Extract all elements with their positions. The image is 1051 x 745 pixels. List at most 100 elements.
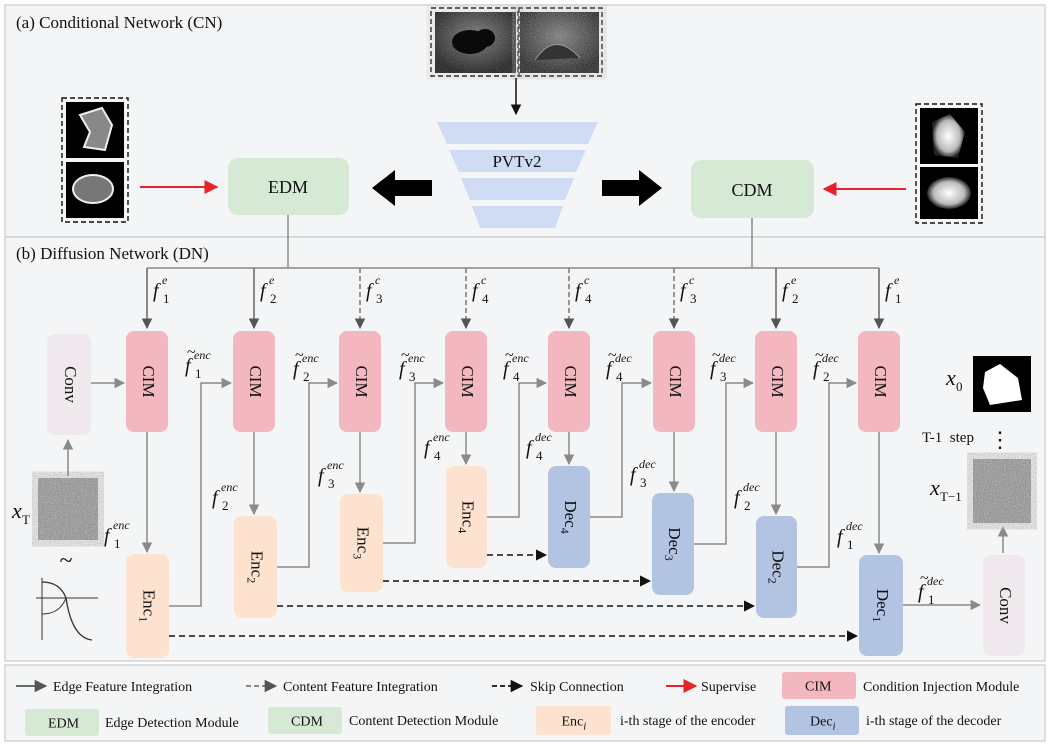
cim-block-6-rect xyxy=(653,331,695,432)
dec-block-2-rect xyxy=(756,516,797,618)
conv-output-block: Conv xyxy=(983,555,1025,656)
forward-connector-5 xyxy=(590,377,653,518)
svg-text:~: ~ xyxy=(712,347,721,364)
svg-text:1: 1 xyxy=(114,536,121,551)
conv-output-block-label: Conv xyxy=(996,587,1015,624)
svg-text:c: c xyxy=(689,273,695,287)
stage-feature-label-6: f dec 3 xyxy=(630,457,656,490)
svg-text:3: 3 xyxy=(690,291,697,306)
forward-connector-7 xyxy=(797,377,858,568)
enc-block-4: Enc4 xyxy=(446,466,487,568)
svg-text:e: e xyxy=(894,273,900,287)
cim-block-3-rect xyxy=(339,331,381,432)
svg-text:2: 2 xyxy=(744,498,751,513)
condition-label-5: f c 4 xyxy=(575,273,592,306)
svg-text:f: f xyxy=(813,358,821,380)
step-label: T-1 step xyxy=(922,430,974,446)
cim-block-4-rect xyxy=(445,331,487,432)
tilde-feature-label-3: f~enc 3 xyxy=(399,347,425,384)
svg-text:f: f xyxy=(734,487,742,509)
svg-text:0: 0 xyxy=(956,379,963,394)
svg-text:f: f xyxy=(526,437,534,459)
legend-content-text: Content Feature Integration xyxy=(283,680,438,695)
conv-input-block-label: Conv xyxy=(61,366,80,403)
svg-text:~: ~ xyxy=(401,347,410,364)
svg-text:4: 4 xyxy=(434,448,441,463)
cim-block-2-rect xyxy=(233,331,275,432)
svg-text:T−1: T−1 xyxy=(940,489,962,504)
conv-input-block: Conv xyxy=(47,334,91,435)
svg-text:enc: enc xyxy=(433,430,450,444)
backbone-to-cdm-arrow xyxy=(602,170,662,206)
forward-connector-1 xyxy=(169,377,233,607)
cdm-label: CDM xyxy=(731,180,772,200)
cim-block-2-label: CIM xyxy=(246,365,265,397)
svg-text:1: 1 xyxy=(163,291,170,306)
cim-block-5-label: CIM xyxy=(561,365,580,397)
forward-connector-6 xyxy=(694,377,755,545)
dec-block-2-label: Dec2 xyxy=(766,550,788,583)
dec-block-1: Dec1 xyxy=(859,555,903,656)
tilde-feature-label-2: f~enc 2 xyxy=(293,347,319,384)
forward-connector-3 xyxy=(383,377,445,544)
legend: Edge Feature Integration Content Feature … xyxy=(16,672,1019,736)
stage-feature-label-2: f enc 2 xyxy=(212,480,238,513)
dec-block-4: Dec4 xyxy=(548,466,590,568)
cim-block-8-label: CIM xyxy=(871,365,890,397)
svg-text:dec: dec xyxy=(743,480,760,494)
panel-a-title: (a) Conditional Network (CN) xyxy=(16,13,222,32)
legend-cim-box xyxy=(782,672,856,699)
svg-text:c: c xyxy=(584,273,590,287)
enc-block-1-label: Enc1 xyxy=(137,590,159,622)
svg-text:3: 3 xyxy=(376,291,383,306)
svg-text:enc: enc xyxy=(512,351,529,365)
cim-block-1-label: CIM xyxy=(139,365,158,397)
cim-block-7-rect xyxy=(755,331,797,432)
svg-text:f: f xyxy=(630,464,638,486)
svg-text:f: f xyxy=(104,525,112,547)
step-dots: ⋮ xyxy=(989,427,1011,452)
svg-text:1: 1 xyxy=(847,537,854,552)
enc-block-2: Enc2 xyxy=(234,516,277,618)
svg-text:3: 3 xyxy=(328,476,335,491)
condition-label-7: f e 2 xyxy=(782,273,799,306)
stage-feature-label-5: f dec 4 xyxy=(526,430,552,463)
svg-text:~: ~ xyxy=(815,347,824,364)
legend-edm-desc: Edge Detection Module xyxy=(105,716,239,731)
svg-text:~: ~ xyxy=(295,347,304,364)
condition-label-6: f c 3 xyxy=(680,273,697,306)
legend-enc-desc: i-th stage of the encoder xyxy=(620,714,756,729)
conv-input-block-rect xyxy=(47,334,91,435)
xT-minus-1-label: x T−1 xyxy=(929,475,962,504)
panel-b-title: (b) Diffusion Network (DN) xyxy=(16,244,209,263)
cim-block-5: CIM xyxy=(548,331,590,432)
stage-feature-label-3: f enc 3 xyxy=(318,458,344,491)
svg-text:enc: enc xyxy=(302,351,319,365)
svg-text:4: 4 xyxy=(585,291,592,306)
enc-block-1: Enc1 xyxy=(126,554,169,658)
input-ultrasound-images xyxy=(430,7,603,77)
svg-text:2: 2 xyxy=(792,291,799,306)
svg-text:2: 2 xyxy=(270,291,277,306)
svg-text:f: f xyxy=(366,280,374,302)
cim-block-2: CIM xyxy=(233,331,275,432)
svg-text:4: 4 xyxy=(616,369,623,384)
svg-text:4: 4 xyxy=(513,369,520,384)
stage-feature-label-1: f enc 1 xyxy=(104,518,130,551)
tilde-feature-label-6: f~dec 3 xyxy=(710,347,736,384)
svg-text:T: T xyxy=(22,512,30,527)
svg-text:dec: dec xyxy=(535,430,552,444)
svg-text:enc: enc xyxy=(113,518,130,532)
dec-block-4-label: Dec4 xyxy=(558,500,580,533)
enc-block-4-label: Enc4 xyxy=(456,501,478,533)
svg-text:~: ~ xyxy=(505,347,514,364)
enc-block-3-rect xyxy=(340,494,383,592)
legend-supervise-text: Supervise xyxy=(701,680,756,695)
svg-text:2: 2 xyxy=(303,369,310,384)
stage-feature-label-4: f enc 4 xyxy=(424,430,450,463)
svg-text:dec: dec xyxy=(639,457,656,471)
svg-text:enc: enc xyxy=(327,458,344,472)
legend-cdm-box-label: CDM xyxy=(291,715,323,730)
